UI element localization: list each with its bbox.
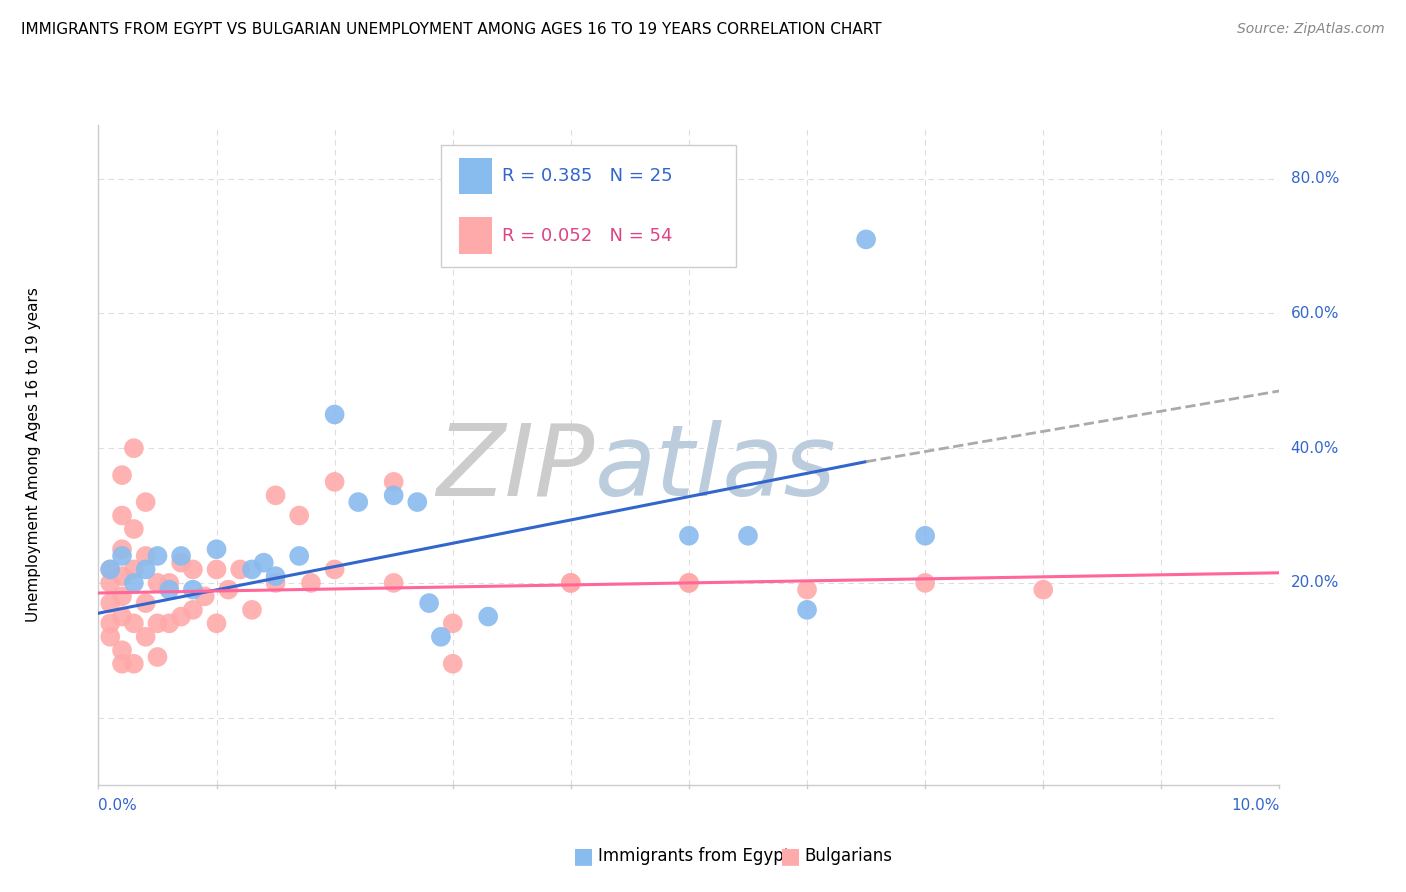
Point: [914, 575, 936, 590]
Point: [111, 609, 134, 624]
Point: [170, 609, 193, 624]
Point: [135, 495, 157, 509]
Point: [253, 556, 276, 570]
Point: [122, 441, 145, 455]
Text: ■: ■: [574, 847, 593, 866]
Point: [181, 562, 204, 576]
Point: [299, 575, 322, 590]
Point: [678, 575, 700, 590]
Point: [111, 542, 134, 557]
Point: [406, 495, 429, 509]
Point: [560, 575, 582, 590]
Point: [288, 549, 311, 563]
Text: R = 0.385   N = 25: R = 0.385 N = 25: [502, 168, 673, 186]
FancyBboxPatch shape: [458, 158, 492, 194]
Point: [217, 582, 239, 597]
Point: [135, 630, 157, 644]
Point: [678, 529, 700, 543]
Text: Unemployment Among Ages 16 to 19 years: Unemployment Among Ages 16 to 19 years: [25, 287, 41, 623]
Point: [135, 549, 157, 563]
Text: Immigrants from Egypt: Immigrants from Egypt: [598, 847, 790, 865]
FancyBboxPatch shape: [441, 145, 737, 267]
Point: [111, 590, 134, 604]
Point: [288, 508, 311, 523]
Point: [111, 549, 134, 563]
Point: [1032, 582, 1054, 597]
Point: [111, 643, 134, 657]
Point: [441, 616, 464, 631]
Point: [157, 582, 180, 597]
Point: [382, 575, 405, 590]
Point: [264, 569, 287, 583]
Point: [441, 657, 464, 671]
Point: [737, 529, 759, 543]
Point: [914, 529, 936, 543]
Point: [170, 549, 193, 563]
Point: [122, 562, 145, 576]
Text: ZIP: ZIP: [436, 419, 595, 516]
Point: [135, 596, 157, 610]
Point: [122, 575, 145, 590]
Text: R = 0.052   N = 54: R = 0.052 N = 54: [502, 227, 673, 244]
Point: [430, 630, 453, 644]
Text: 20.0%: 20.0%: [1291, 575, 1339, 591]
Point: [157, 616, 180, 631]
Text: 0.0%: 0.0%: [98, 798, 138, 814]
Point: [796, 582, 818, 597]
Point: [181, 603, 204, 617]
Point: [146, 549, 169, 563]
Point: [264, 488, 287, 502]
Point: [157, 575, 180, 590]
Point: [796, 603, 818, 617]
Point: [205, 542, 228, 557]
Point: [122, 657, 145, 671]
Text: 60.0%: 60.0%: [1291, 306, 1339, 321]
Point: [418, 596, 440, 610]
Text: 40.0%: 40.0%: [1291, 441, 1339, 456]
Point: [111, 468, 134, 483]
Point: [111, 657, 134, 671]
Point: [323, 562, 346, 576]
FancyBboxPatch shape: [458, 218, 492, 253]
Point: [98, 562, 121, 576]
Point: [111, 508, 134, 523]
Text: Source: ZipAtlas.com: Source: ZipAtlas.com: [1237, 22, 1385, 37]
Point: [98, 630, 121, 644]
Text: Bulgarians: Bulgarians: [804, 847, 893, 865]
Point: [181, 582, 204, 597]
Point: [146, 616, 169, 631]
Point: [855, 232, 877, 246]
Point: [122, 522, 145, 536]
Point: [194, 590, 217, 604]
Point: [229, 562, 252, 576]
Point: [111, 569, 134, 583]
Point: [98, 575, 121, 590]
Point: [98, 596, 121, 610]
Point: [240, 562, 263, 576]
Text: 80.0%: 80.0%: [1291, 171, 1339, 186]
Point: [560, 575, 582, 590]
Point: [347, 495, 370, 509]
Point: [264, 575, 287, 590]
Point: [382, 488, 405, 502]
Point: [477, 609, 499, 624]
Text: atlas: atlas: [595, 419, 837, 516]
Point: [205, 562, 228, 576]
Point: [146, 650, 169, 665]
Text: 10.0%: 10.0%: [1232, 798, 1279, 814]
Point: [205, 616, 228, 631]
Text: IMMIGRANTS FROM EGYPT VS BULGARIAN UNEMPLOYMENT AMONG AGES 16 TO 19 YEARS CORREL: IMMIGRANTS FROM EGYPT VS BULGARIAN UNEMP…: [21, 22, 882, 37]
Point: [98, 616, 121, 631]
Point: [135, 562, 157, 576]
Point: [170, 556, 193, 570]
Point: [323, 408, 346, 422]
Point: [122, 616, 145, 631]
Point: [382, 475, 405, 489]
Point: [678, 575, 700, 590]
Point: [240, 603, 263, 617]
Text: ■: ■: [780, 847, 800, 866]
Point: [98, 562, 121, 576]
Point: [146, 575, 169, 590]
Point: [323, 475, 346, 489]
